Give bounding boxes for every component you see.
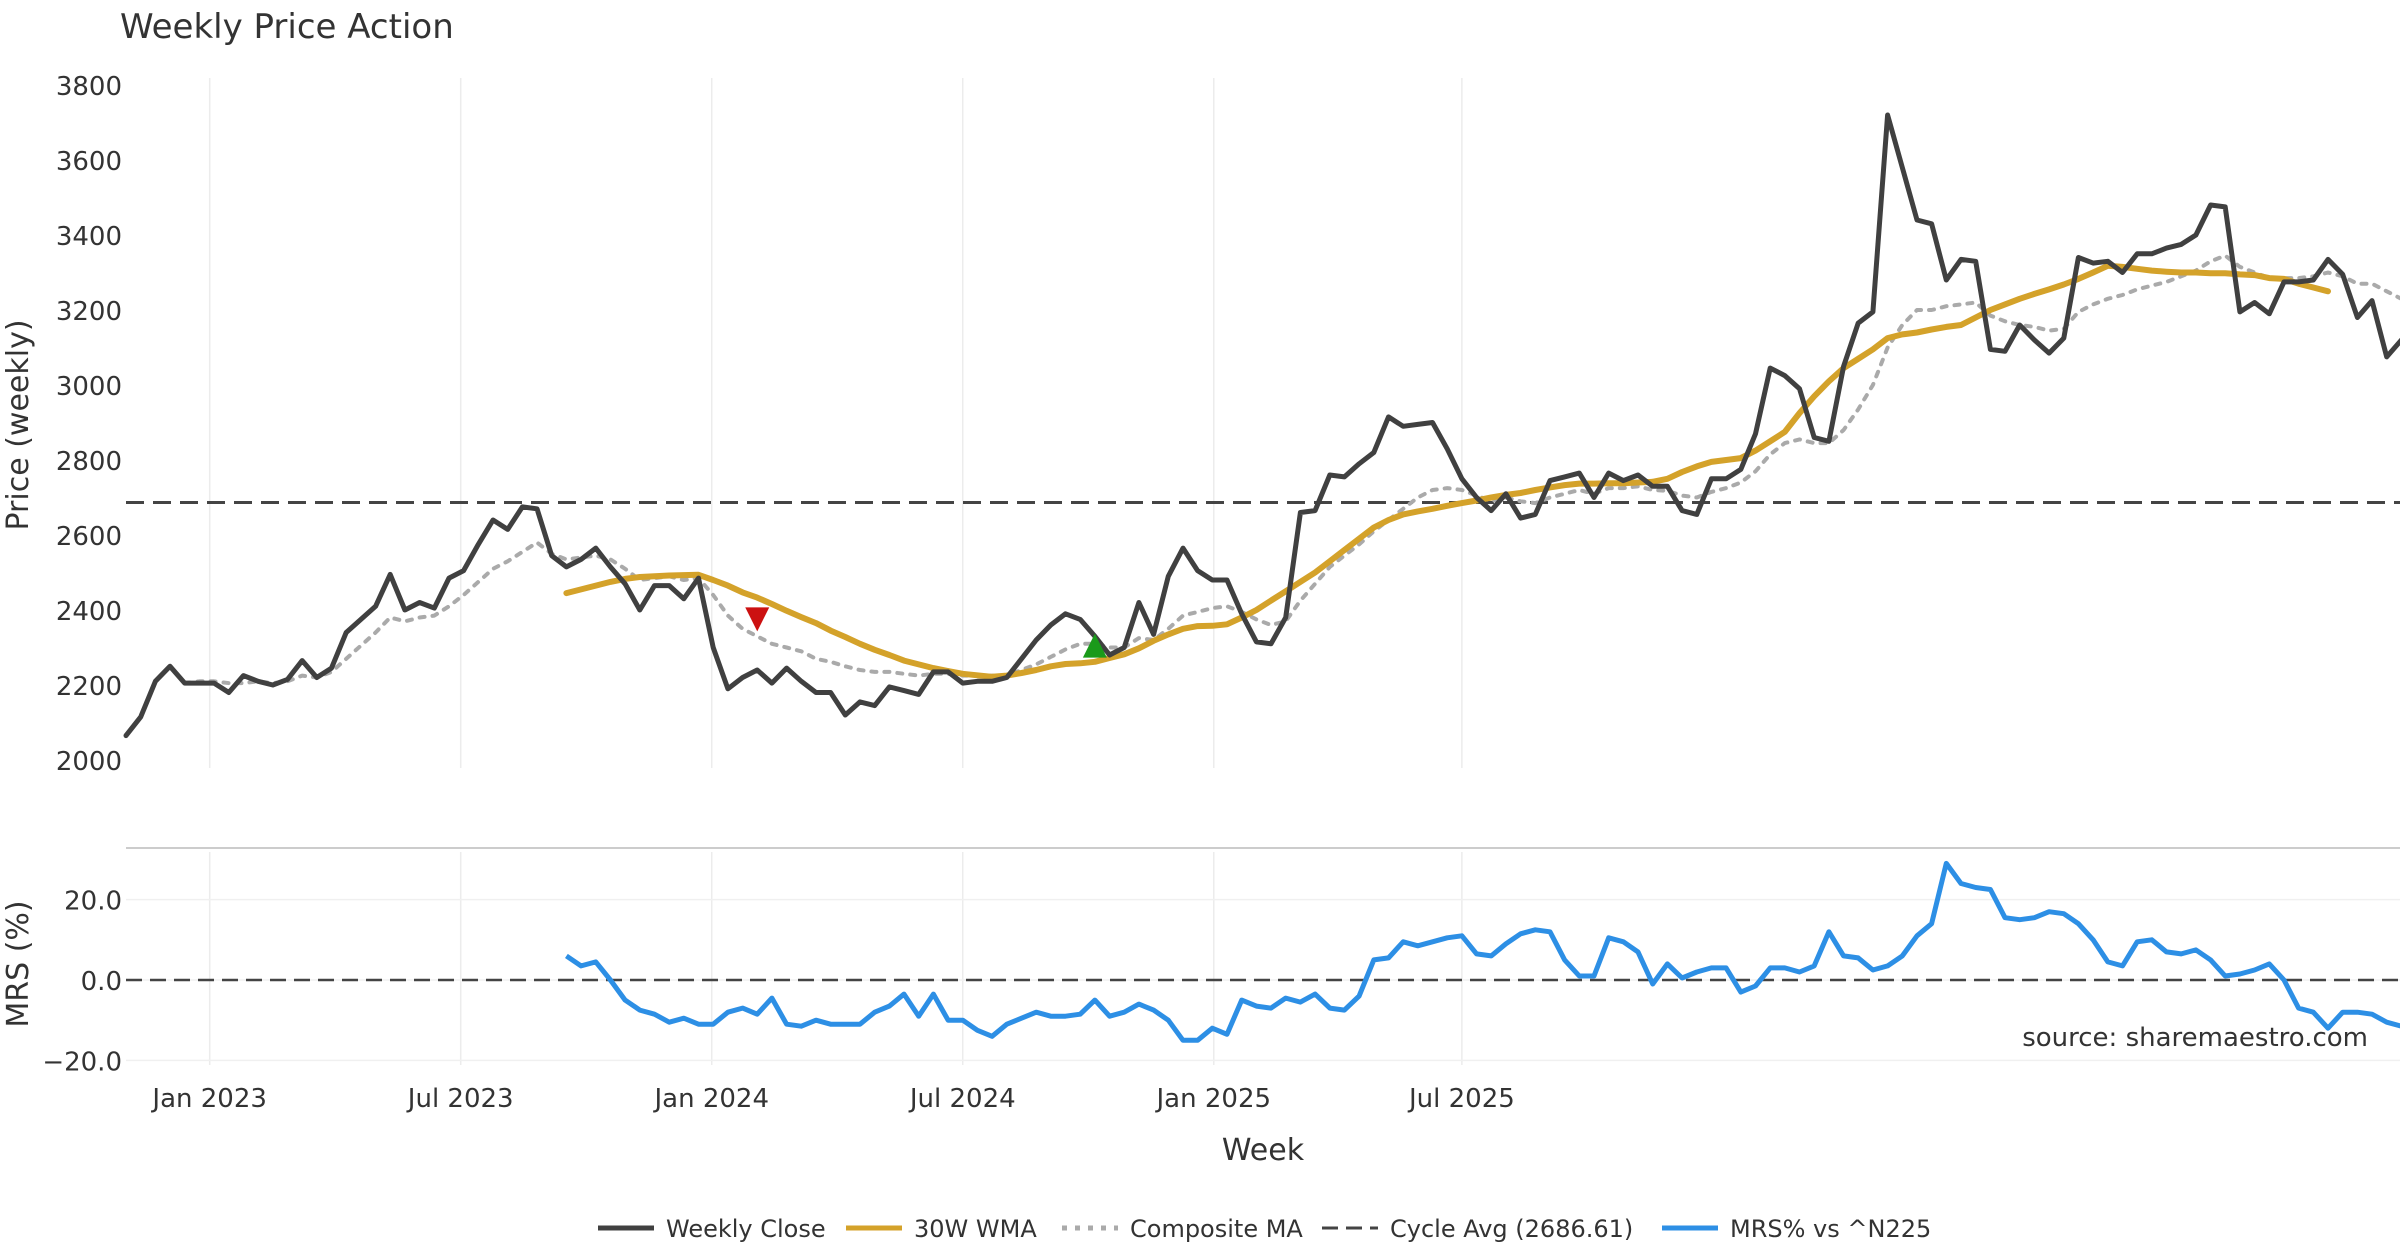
price-y-tick-label: 3600 — [56, 147, 122, 177]
price-y-tick-label: 2000 — [56, 747, 122, 777]
legend-label: Composite MA — [1130, 1215, 1303, 1243]
price-y-tick-label: 3800 — [56, 72, 122, 102]
mrs-y-tick-label: 0.0 — [81, 967, 122, 997]
price-series — [123, 112, 2400, 739]
signal-markers — [745, 607, 1107, 658]
chart-title: Weekly Price Action — [120, 7, 454, 47]
price-y-tick-label: 3200 — [56, 297, 122, 327]
price-y-axis-label: Price (weekly) — [1, 319, 36, 530]
price-y-tick-label: 2600 — [56, 522, 122, 552]
x-tick-label: Jan 2024 — [652, 1084, 769, 1114]
series-composite-ma — [182, 253, 2400, 686]
series-30w-wma — [563, 262, 2331, 680]
x-tick-label: Jan 2023 — [150, 1084, 267, 1114]
legend: Weekly Close 30W WMA Composite MA Cycle Avg… — [598, 1215, 1931, 1243]
series-mrs — [564, 860, 2400, 1043]
legend-label: MRS% vs ^N225 — [1730, 1215, 1931, 1243]
mrs-y-tick-label: −20.0 — [42, 1047, 122, 1077]
x-tick-label: Jan 2025 — [1155, 1084, 1272, 1114]
price-y-tick-label: 2200 — [56, 672, 122, 702]
sell-signal-marker — [745, 607, 770, 632]
price-gridlines — [208, 78, 1463, 768]
price-y-tick-label: 2800 — [56, 447, 122, 477]
legend-label: Weekly Close — [666, 1215, 826, 1243]
price-y-tick-label: 3000 — [56, 372, 122, 402]
buy-signal-marker — [1082, 633, 1107, 658]
price-y-tick-label: 2400 — [56, 597, 122, 627]
series-weekly-close — [123, 112, 2400, 739]
mrs-y-ticks: −20.0 0.0 20.0 — [42, 887, 122, 1078]
mrs-y-axis-label: MRS (%) — [1, 900, 36, 1027]
legend-label: 30W WMA — [914, 1215, 1037, 1243]
x-tick-label: Jul 2025 — [1407, 1084, 1515, 1114]
price-y-tick-label: 3400 — [56, 222, 122, 252]
x-axis-label: Week — [1222, 1133, 1305, 1168]
x-tick-label: Jul 2023 — [406, 1084, 514, 1114]
source-annotation: source: sharemaestro.com — [2022, 1023, 2368, 1053]
price-y-ticks: 2000 2200 2400 2600 2800 3000 3200 3400 3600 3800 — [56, 72, 122, 777]
mrs-series — [564, 860, 2400, 1043]
x-tick-labels: Jan 2023 Jul 2023 Jan 2024 Jul 2024 Jan 2025… — [150, 1084, 1514, 1114]
x-tick-label: Jul 2024 — [908, 1084, 1016, 1114]
mrs-y-tick-label: 20.0 — [64, 887, 122, 917]
legend-label: Cycle Avg (2686.61) — [1390, 1215, 1633, 1243]
